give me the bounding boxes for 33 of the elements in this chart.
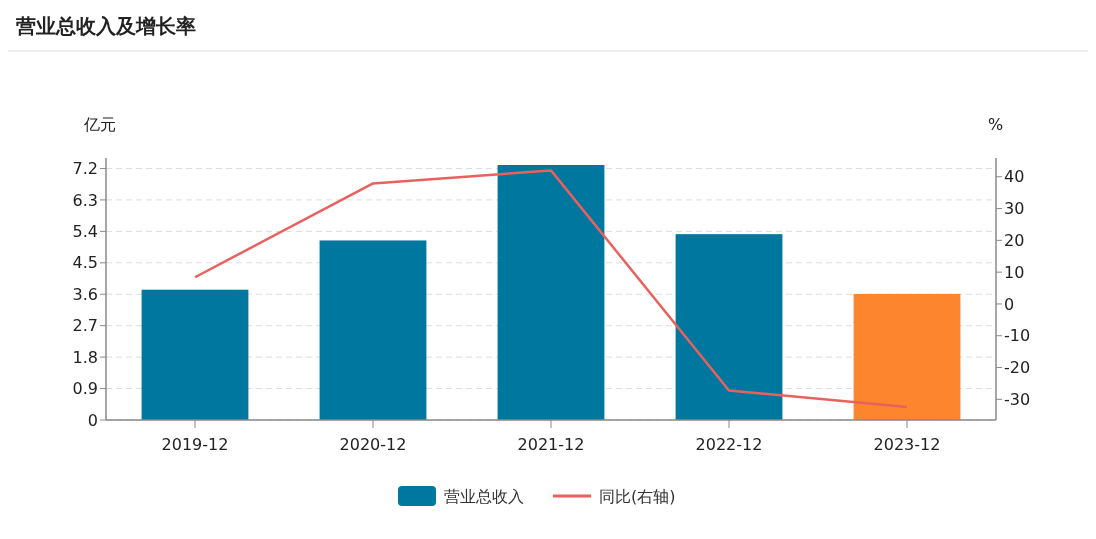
line-series (193, 169, 909, 409)
y2-tick-label: -30 (1004, 389, 1031, 409)
y2-tick-label: 0 (1004, 294, 1015, 314)
y-axis-title: 亿元 (83, 115, 116, 134)
legend-label: 同比(右轴) (599, 487, 676, 506)
y2-tick-label: -20 (1004, 358, 1031, 378)
y2-tick-label: -10 (1004, 326, 1031, 346)
y2-tick-label: 20 (1004, 230, 1025, 250)
y-tick-label: 7.2 (72, 159, 98, 179)
y2-tick-label: 10 (1004, 262, 1025, 282)
y2-tick-label: 40 (1004, 167, 1025, 187)
bar (141, 289, 249, 420)
x-tick-label: 2022-12 (695, 435, 763, 454)
bar (853, 293, 961, 420)
y-tick-label: 0.9 (72, 379, 98, 399)
y-tick-label: 5.4 (72, 221, 98, 241)
chart-title: 营业总收入及增长率 (15, 14, 196, 38)
y2-tick-label: 30 (1004, 199, 1025, 219)
x-tick-label: 2019-12 (161, 435, 229, 454)
y-tick-label: 6.3 (72, 190, 98, 210)
y-tick-label: 1.8 (72, 347, 98, 367)
y-tick-label: 4.5 (72, 253, 98, 273)
bar (319, 240, 427, 420)
x-tick-label: 2021-12 (517, 435, 585, 454)
bar (497, 164, 605, 420)
x-tick-label: 2023-12 (873, 435, 941, 454)
y-tick-label: 0 (87, 410, 98, 430)
bar (675, 234, 783, 420)
y2-axis-title: % (988, 115, 1004, 134)
y-tick-label: 2.7 (72, 316, 98, 336)
legend-label: 营业总收入 (444, 487, 524, 506)
x-tick-label: 2020-12 (339, 435, 407, 454)
y-tick-label: 3.6 (72, 284, 98, 304)
